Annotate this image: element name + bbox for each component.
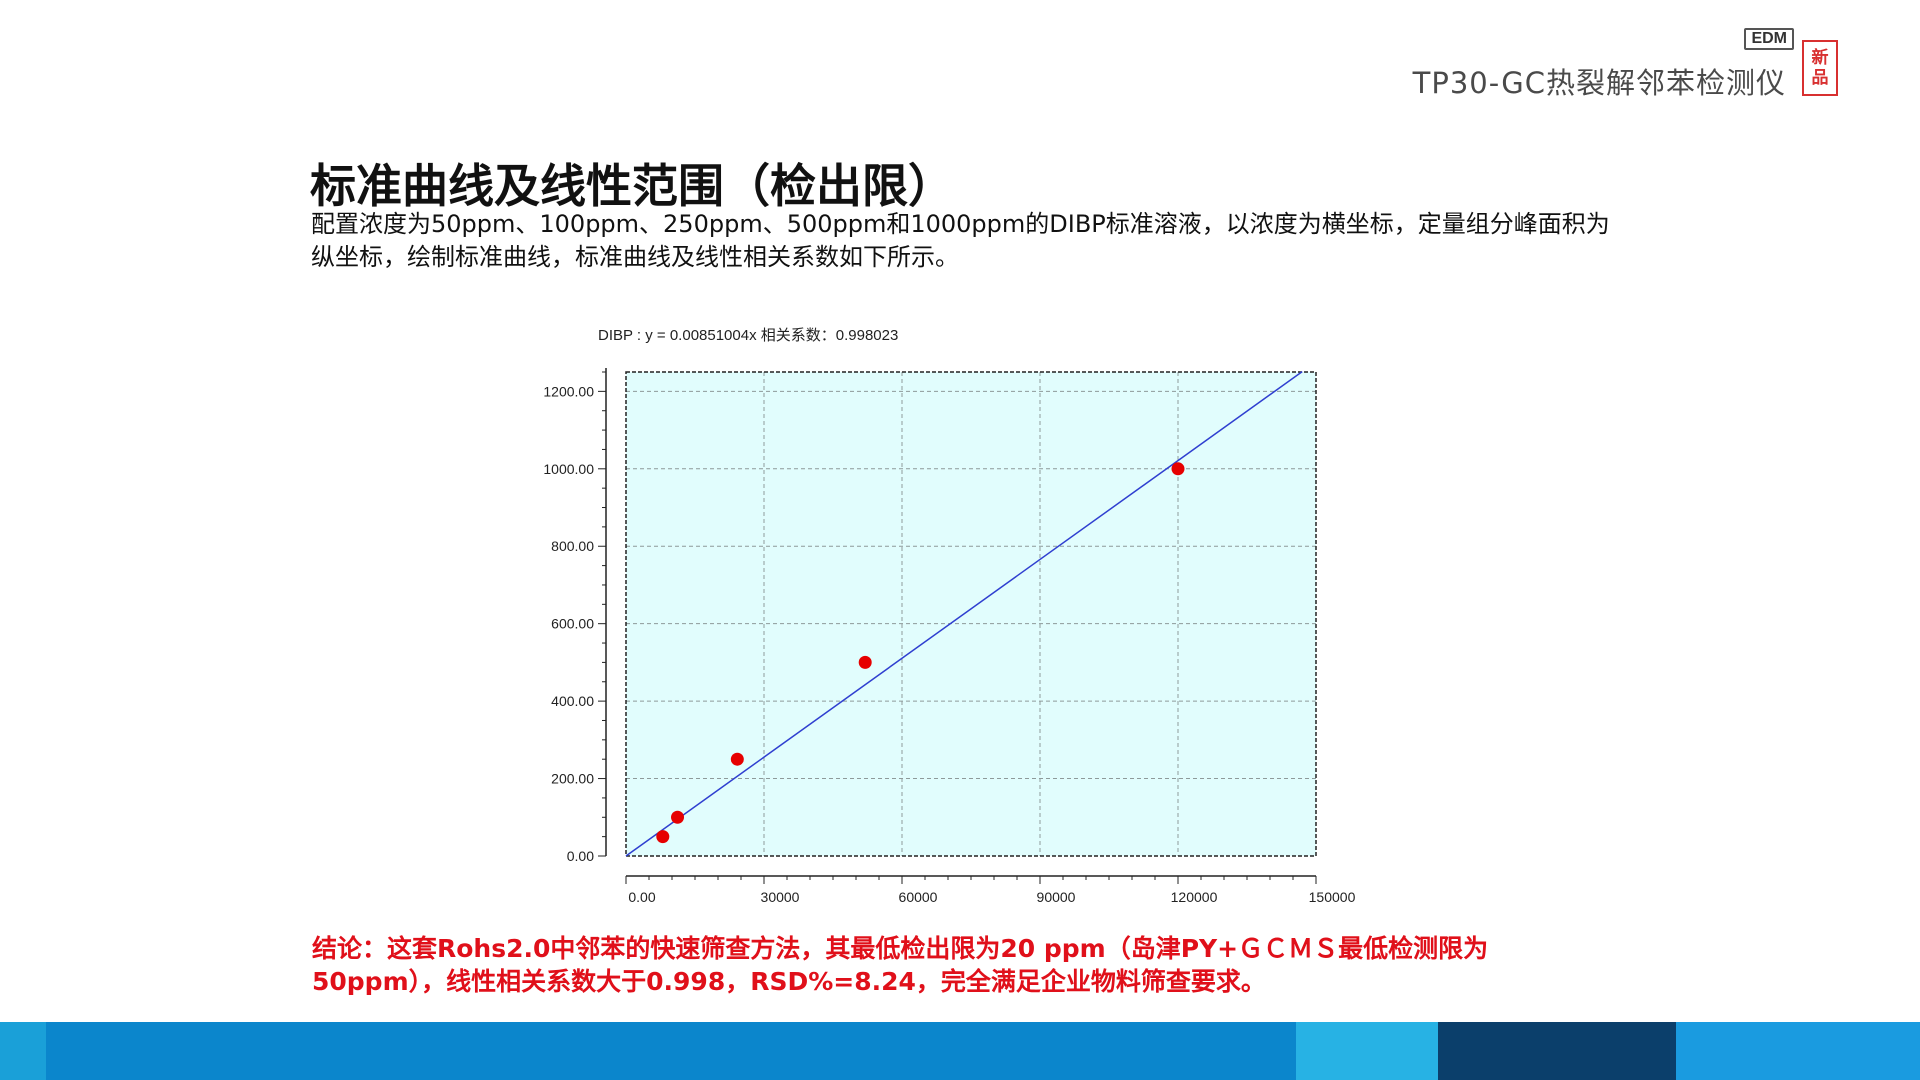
chart-title: DIBP : y = 0.00851004x 相关系数：0.998023 — [598, 327, 898, 344]
calibration-chart: DIBP : y = 0.00851004x 相关系数：0.998023 0.0… — [543, 327, 1356, 905]
data-point — [656, 830, 670, 844]
seal-text-2: 品 — [1811, 68, 1829, 88]
y-tick-label: 600.00 — [551, 616, 594, 632]
footer-band — [0, 1022, 1920, 1080]
footer-band-segment — [1296, 1022, 1438, 1080]
data-point — [730, 752, 744, 766]
conclusion-text: 结论：这套Rohs2.0中邻苯的快速筛查方法，其最低检出限为20 ppm（岛津P… — [312, 934, 1489, 996]
footer-band-segment — [46, 1022, 1296, 1080]
seal-text-1: 新 — [1811, 48, 1829, 68]
new-product-seal: 新 品 — [1802, 40, 1838, 96]
y-tick-label: 0.00 — [567, 848, 594, 864]
y-tick-label: 800.00 — [551, 538, 594, 554]
y-tick-label: 200.00 — [551, 771, 594, 787]
plot-border — [625, 371, 1317, 857]
y-tick-label: 400.00 — [551, 693, 594, 709]
page-title: 标准曲线及线性范围（检出限） — [310, 159, 954, 213]
x-tick-label: 150000 — [1309, 889, 1356, 905]
footer-band-segment — [0, 1022, 46, 1080]
fit-line — [625, 371, 1303, 857]
brand-badge: EDM — [1744, 28, 1794, 50]
x-tick-label: 90000 — [1037, 889, 1076, 905]
x-tick-label: 30000 — [761, 889, 800, 905]
x-tick-label: 0.00 — [628, 889, 655, 905]
y-tick-label: 1000.00 — [543, 461, 594, 477]
brand-header: EDM TP30-GC热裂解邻苯检测仪 新 品 — [1362, 24, 1882, 100]
brand-title: TP30-GC热裂解邻苯检测仪 — [1412, 66, 1786, 100]
x-tick-label: 60000 — [899, 889, 938, 905]
data-point — [1171, 462, 1185, 476]
intro-paragraph: 配置浓度为50ppm、100ppm、250ppm、500ppm和1000ppm的… — [311, 210, 1610, 271]
footer-band-segment — [1438, 1022, 1676, 1080]
y-tick-label: 1200.00 — [543, 383, 594, 399]
x-tick-label: 120000 — [1171, 889, 1218, 905]
data-point — [671, 810, 685, 824]
plot-area — [626, 372, 1316, 856]
footer-band-segment — [1676, 1022, 1920, 1080]
data-point — [858, 655, 872, 669]
